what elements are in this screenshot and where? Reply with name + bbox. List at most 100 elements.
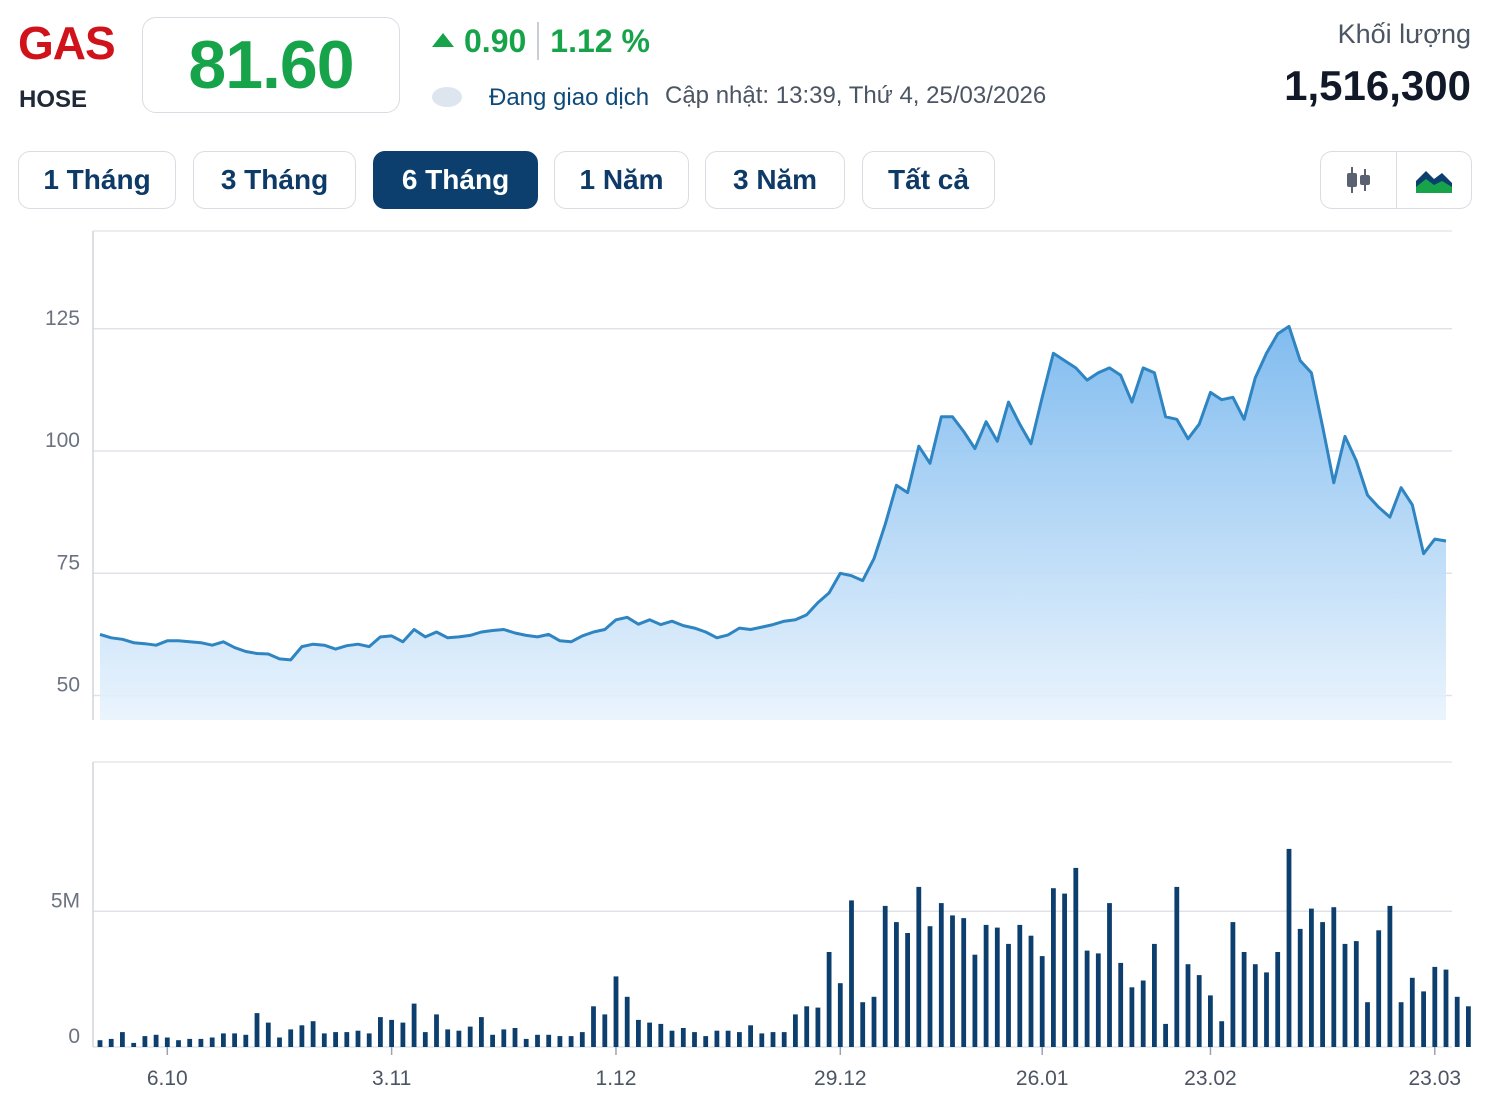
price-y-tick-label: 100 [45, 429, 80, 452]
volume-bar [950, 915, 955, 1047]
volume-bar [636, 1019, 641, 1047]
volume-bar [815, 1007, 821, 1047]
x-tick-label: 1.12 [596, 1067, 637, 1090]
volume-bar [1006, 943, 1011, 1047]
volume-bar [983, 924, 989, 1047]
volume-bar [703, 1036, 709, 1047]
tab-1-year[interactable]: 1 Năm [554, 151, 689, 209]
volume-bar [714, 1030, 720, 1047]
volume-bar [1309, 908, 1314, 1047]
up-arrow-icon [432, 33, 454, 47]
volume-bar [512, 1028, 518, 1047]
volume-bar [523, 1038, 529, 1047]
volume-bar [905, 933, 910, 1047]
volume-bar [557, 1036, 563, 1047]
divider [537, 22, 540, 60]
volume-bar [1264, 972, 1269, 1047]
tab-6-months[interactable]: 6 Tháng [373, 151, 538, 209]
volume-bar [602, 1014, 608, 1047]
volume-bar [725, 1030, 731, 1047]
volume-bar [1376, 930, 1382, 1047]
volume-bar [97, 1040, 103, 1047]
volume-bar [153, 1034, 159, 1047]
volume-bar [1443, 969, 1449, 1047]
volume-bar [568, 1036, 574, 1047]
volume-bar [108, 1038, 114, 1047]
trading-status: Đang giao dịch [489, 84, 650, 111]
exchange-label: HOSE [19, 86, 88, 113]
volume-bar [1107, 903, 1112, 1047]
volume-bar [680, 1028, 686, 1047]
volume-bar [467, 1026, 473, 1047]
volume-bar [490, 1034, 495, 1047]
volume-bar [882, 905, 888, 1047]
volume-bar [1084, 950, 1090, 1047]
volume-bar [142, 1036, 148, 1047]
x-tick-label: 23.02 [1184, 1067, 1237, 1090]
volume-bar [658, 1023, 664, 1047]
volume-bar [1398, 1002, 1404, 1047]
volume-bar [826, 952, 832, 1047]
volume-label: Khối lượng [1337, 19, 1471, 49]
volume-bar [120, 1032, 125, 1047]
volume-bar [265, 1022, 271, 1047]
area-view-button[interactable] [1395, 152, 1472, 208]
volume-bar [793, 1014, 798, 1047]
volume-bar [1219, 1021, 1225, 1047]
x-tick-label: 26.01 [1016, 1067, 1069, 1090]
volume-bar [1353, 941, 1359, 1047]
volume-bar [232, 1033, 237, 1047]
tab-3-years[interactable]: 3 Năm [705, 151, 845, 209]
volume-bar [1185, 964, 1191, 1047]
volume-bar [187, 1038, 193, 1047]
volume-bar [916, 886, 922, 1047]
volume-bar [871, 996, 877, 1047]
volume-bar [647, 1022, 652, 1047]
volume-bar [1174, 886, 1180, 1047]
volume-bar [1365, 1002, 1370, 1047]
current-price: 81.60 [188, 27, 354, 103]
volume-bar [1208, 995, 1213, 1047]
volume-bar [1062, 893, 1067, 1047]
volume-y-tick-label: 0 [68, 1025, 80, 1048]
volume-bar [860, 1002, 866, 1047]
volume-bar [546, 1034, 552, 1047]
tab-1-month[interactable]: 1 Tháng [18, 151, 176, 209]
volume-bar [961, 918, 967, 1047]
volume-bar [355, 1030, 361, 1047]
volume-bar [479, 1017, 484, 1047]
volume-bar [1331, 907, 1337, 1047]
volume-bar [1095, 953, 1101, 1047]
volume-bar [221, 1033, 226, 1047]
volume-bar [535, 1034, 540, 1047]
volume-bar [1466, 1006, 1471, 1047]
volume-bar [1039, 956, 1045, 1047]
volume-bar [164, 1037, 170, 1047]
volume-bar [198, 1038, 204, 1047]
volume-bar [994, 927, 1000, 1047]
volume-bar [310, 1021, 316, 1047]
ticker-symbol: GAS [18, 17, 116, 69]
volume-bar [1129, 987, 1135, 1047]
volume-bar [737, 1032, 742, 1047]
chart-type-toggle [1320, 151, 1472, 209]
volume-bar [400, 1022, 406, 1047]
area-chart-icon [1415, 171, 1452, 193]
volume-bar [927, 926, 933, 1047]
volume-bar [1286, 848, 1292, 1047]
volume-bar [1252, 964, 1258, 1047]
volume-bar [781, 1032, 787, 1047]
x-tick-label: 29.12 [814, 1067, 867, 1090]
volume-bar [389, 1019, 394, 1047]
volume-bar [1028, 935, 1034, 1047]
volume-bar [1140, 980, 1146, 1047]
tab-3-months[interactable]: 3 Tháng [193, 151, 356, 209]
tab-all[interactable]: Tất cả [862, 151, 995, 209]
x-tick-label: 6.10 [147, 1067, 188, 1090]
volume-bar [131, 1042, 137, 1047]
volume-bar [759, 1033, 765, 1047]
volume-bar [692, 1032, 697, 1047]
volume-bar [748, 1025, 753, 1047]
volume-bar [422, 1032, 428, 1047]
candlestick-view-button[interactable] [1321, 152, 1396, 208]
